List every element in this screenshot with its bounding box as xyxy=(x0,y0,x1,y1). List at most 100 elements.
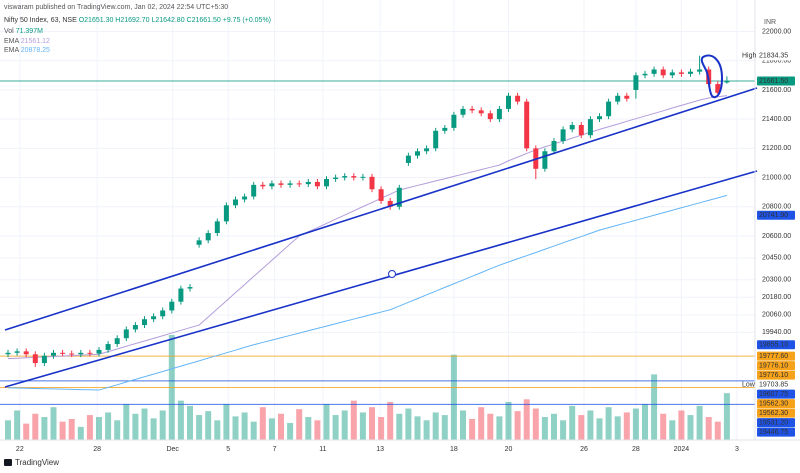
volume-bar xyxy=(105,412,112,440)
candle-body xyxy=(41,355,47,364)
candle-body xyxy=(651,69,657,74)
candle-body xyxy=(624,95,630,99)
legend-label: Vol xyxy=(4,28,14,35)
volume-bar xyxy=(378,417,385,440)
candle-body xyxy=(515,95,521,102)
legend-label: EMA xyxy=(4,47,20,54)
price-label: 19446.75 xyxy=(759,429,788,436)
candle-body xyxy=(396,187,402,207)
price-label: 21834.35 xyxy=(759,53,788,60)
volume-bar xyxy=(532,408,539,440)
candle-body xyxy=(51,352,56,356)
candle-body xyxy=(506,95,511,109)
volume-bar xyxy=(687,415,694,440)
candle-body xyxy=(715,84,721,93)
price-label: 19776.10 xyxy=(759,362,788,369)
candle-body xyxy=(478,110,484,114)
volume-bar xyxy=(123,403,130,440)
y-tick-label: 20060.00 xyxy=(762,312,791,319)
y-tick-label: 20450.00 xyxy=(762,255,791,262)
volume-bar xyxy=(496,416,503,440)
candle-body xyxy=(123,329,129,339)
change: +9.75 (+0.05%) xyxy=(223,17,271,24)
volume-bar xyxy=(587,410,594,440)
volume-bar xyxy=(487,413,494,440)
footer: TradingView xyxy=(15,458,59,467)
legend-vol: Vol 71.397M xyxy=(4,28,43,35)
y-tick-label: 21400.00 xyxy=(762,116,791,123)
candle-body xyxy=(342,176,348,178)
ohlc: O21651.30 H21692.70 L21642.80 C21661.50 xyxy=(79,17,221,24)
candle-body xyxy=(242,196,248,200)
legend-value: 20878.25 xyxy=(21,47,50,54)
volume-bar xyxy=(141,408,148,440)
volume-bar xyxy=(259,407,266,440)
candle-body xyxy=(542,151,548,169)
volume-bar xyxy=(14,410,21,440)
x-tick-label: 2024 xyxy=(674,446,690,453)
trendline-handle xyxy=(388,270,396,278)
candle-body xyxy=(142,319,147,326)
candle-body xyxy=(424,148,430,152)
price-label-box xyxy=(757,399,795,409)
price-label: 21661.50 xyxy=(759,78,788,85)
price-label: 19562.30 xyxy=(759,400,788,407)
volume-bar xyxy=(32,413,39,440)
x-tick-label: 18 xyxy=(450,446,458,453)
volume-bar xyxy=(460,410,466,440)
candle-body xyxy=(251,184,257,197)
candle-body xyxy=(214,221,220,234)
volume-bar xyxy=(469,419,476,440)
volume-bar xyxy=(723,393,730,440)
price-label-box xyxy=(757,389,795,399)
candle-body xyxy=(69,353,75,355)
annotation-ellipse xyxy=(700,54,724,99)
candle-body xyxy=(469,108,475,111)
volume-bar xyxy=(605,407,612,440)
candle-body xyxy=(5,352,11,355)
volume-bar xyxy=(241,412,248,440)
candle-body xyxy=(597,116,602,120)
volume-bar xyxy=(478,407,485,440)
candle-body xyxy=(196,240,202,245)
legend-ema: EMA 20878.25 xyxy=(4,47,50,54)
candle-body xyxy=(260,184,266,187)
candle-body xyxy=(460,108,466,115)
candle-body xyxy=(688,71,693,74)
volume-bar xyxy=(714,421,721,440)
candle-body xyxy=(132,325,138,330)
y-tick-label: 20800.00 xyxy=(762,204,791,211)
volume-bar xyxy=(214,420,221,440)
candle-body xyxy=(524,101,530,149)
candle-body xyxy=(223,205,229,222)
volume-bar xyxy=(660,413,667,440)
axes: 22000.00 21800.00 21600.00 21400.00 21200.00… xyxy=(16,28,795,453)
candle-body xyxy=(151,316,157,320)
price-label-box xyxy=(757,340,795,350)
ema-line xyxy=(7,95,727,360)
candle-body xyxy=(169,301,175,311)
volume-bar xyxy=(432,412,439,440)
candle-body xyxy=(633,75,639,90)
volume-bar xyxy=(77,426,84,440)
price-label-box xyxy=(757,427,795,437)
candle-body xyxy=(578,124,584,136)
volume-bar xyxy=(414,416,421,440)
candle-body xyxy=(378,189,384,201)
candle-body xyxy=(160,310,166,317)
candle-body xyxy=(560,129,566,142)
candle-body xyxy=(669,72,675,76)
candle-body xyxy=(724,80,730,83)
volume-bar xyxy=(651,374,658,440)
x-tick-label: 7 xyxy=(273,446,277,453)
x-tick-label: 26 xyxy=(580,446,588,453)
candle-body xyxy=(496,108,502,120)
volume-bar xyxy=(332,415,339,440)
y-tick-label: 19940.00 xyxy=(762,329,791,336)
volume-bar xyxy=(205,411,212,440)
currency: INR xyxy=(764,19,776,26)
candle-body xyxy=(96,349,102,354)
volume-bar xyxy=(541,417,548,440)
candle-body xyxy=(187,287,193,289)
